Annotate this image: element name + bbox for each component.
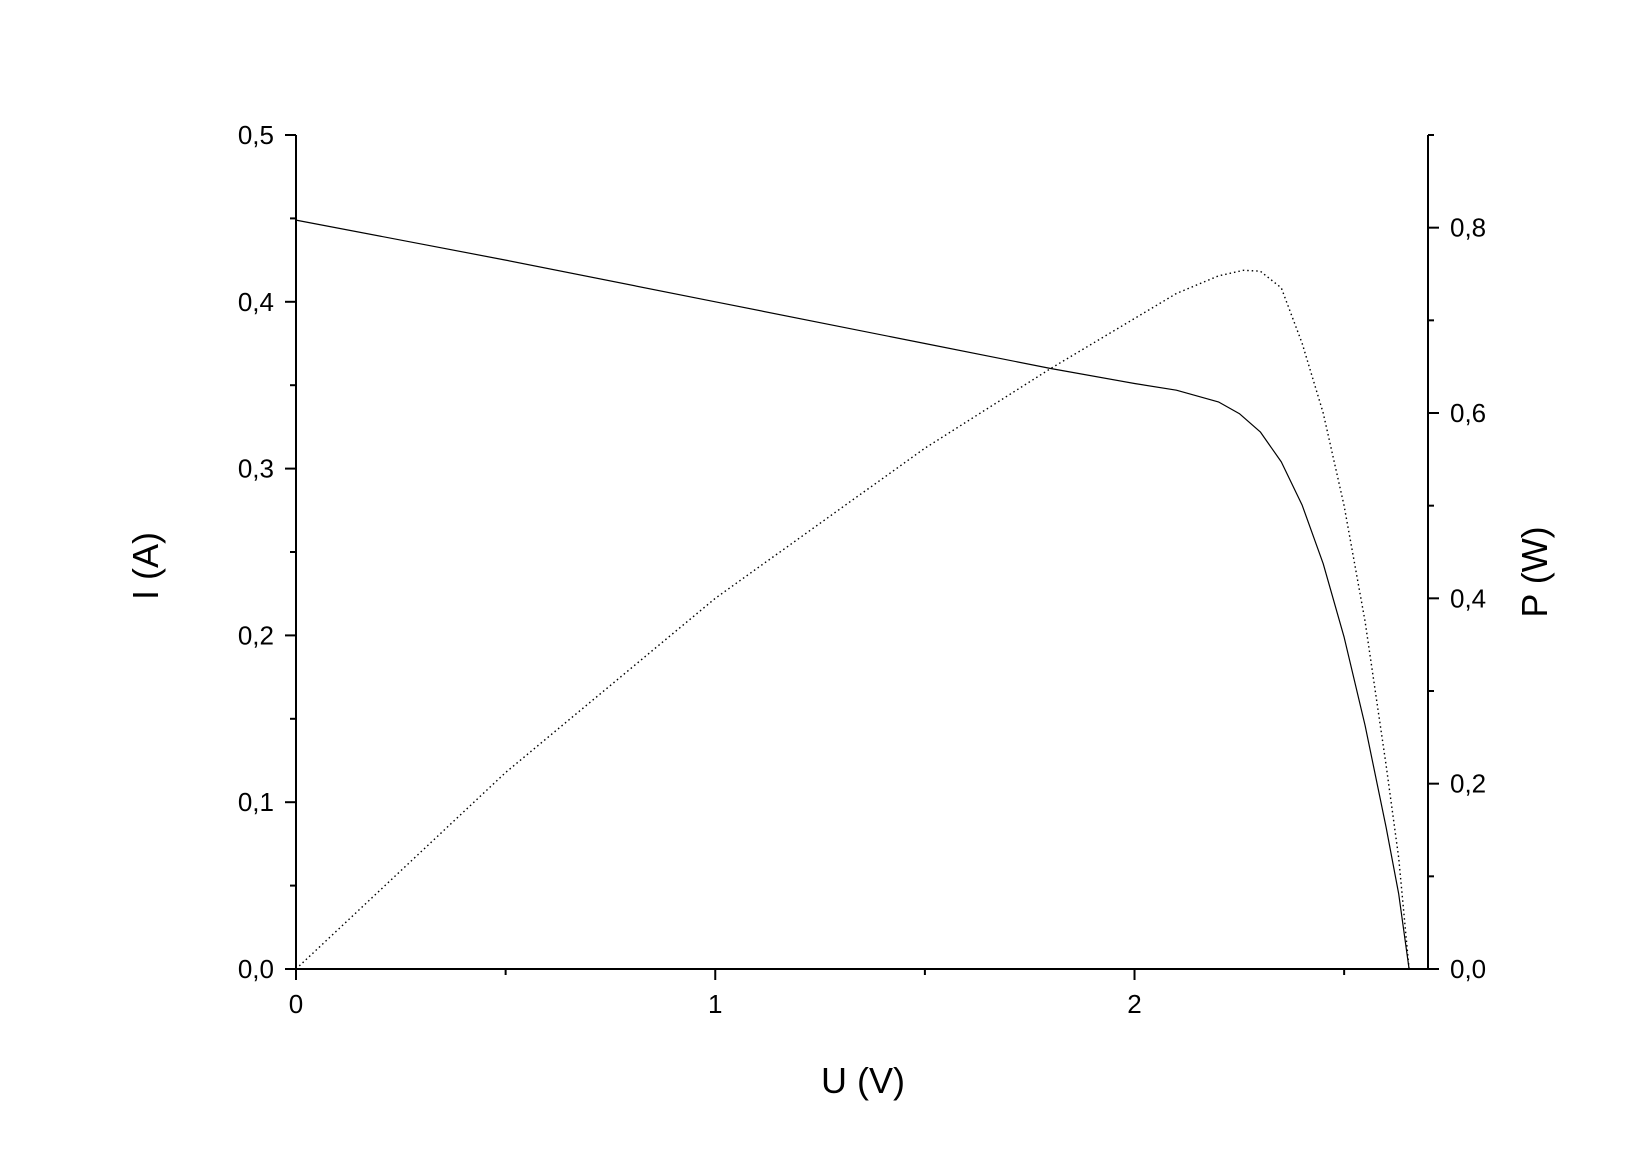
x-axis-title: U (V) (821, 1060, 905, 1101)
y-tick-label: 0,5 (238, 120, 274, 150)
y-tick-label: 0,4 (238, 287, 274, 317)
y2-tick-label: 0,6 (1450, 398, 1486, 428)
x-tick-label: 0 (289, 989, 303, 1019)
y-tick-label: 0,1 (238, 787, 274, 817)
y2-tick-label: 0,0 (1450, 954, 1486, 984)
power-curve-line (295, 269, 1410, 970)
y-tick-label: 0,3 (238, 454, 274, 484)
x-tick-label: 1 (708, 989, 722, 1019)
y2-tick-label: 0,2 (1450, 769, 1486, 799)
y-tick-label: 0,0 (238, 954, 274, 984)
x-tick-label: 2 (1127, 989, 1141, 1019)
ticks: 0 1 2 0,0 0,1 0,2 0,3 0,4 0,5 0,0 0,2 0,4 0,6 0,8 (238, 120, 1486, 1019)
left-y-axis-title: I (A) (125, 532, 166, 600)
series (295, 219, 1410, 970)
y2-tick-label: 0,4 (1450, 583, 1486, 613)
y-tick-label: 0,2 (238, 620, 274, 650)
right-y-axis-title: P (W) (1514, 526, 1555, 617)
y2-tick-label: 0,8 (1450, 213, 1486, 243)
axes (295, 135, 1429, 970)
current-curve-line (295, 219, 1410, 970)
